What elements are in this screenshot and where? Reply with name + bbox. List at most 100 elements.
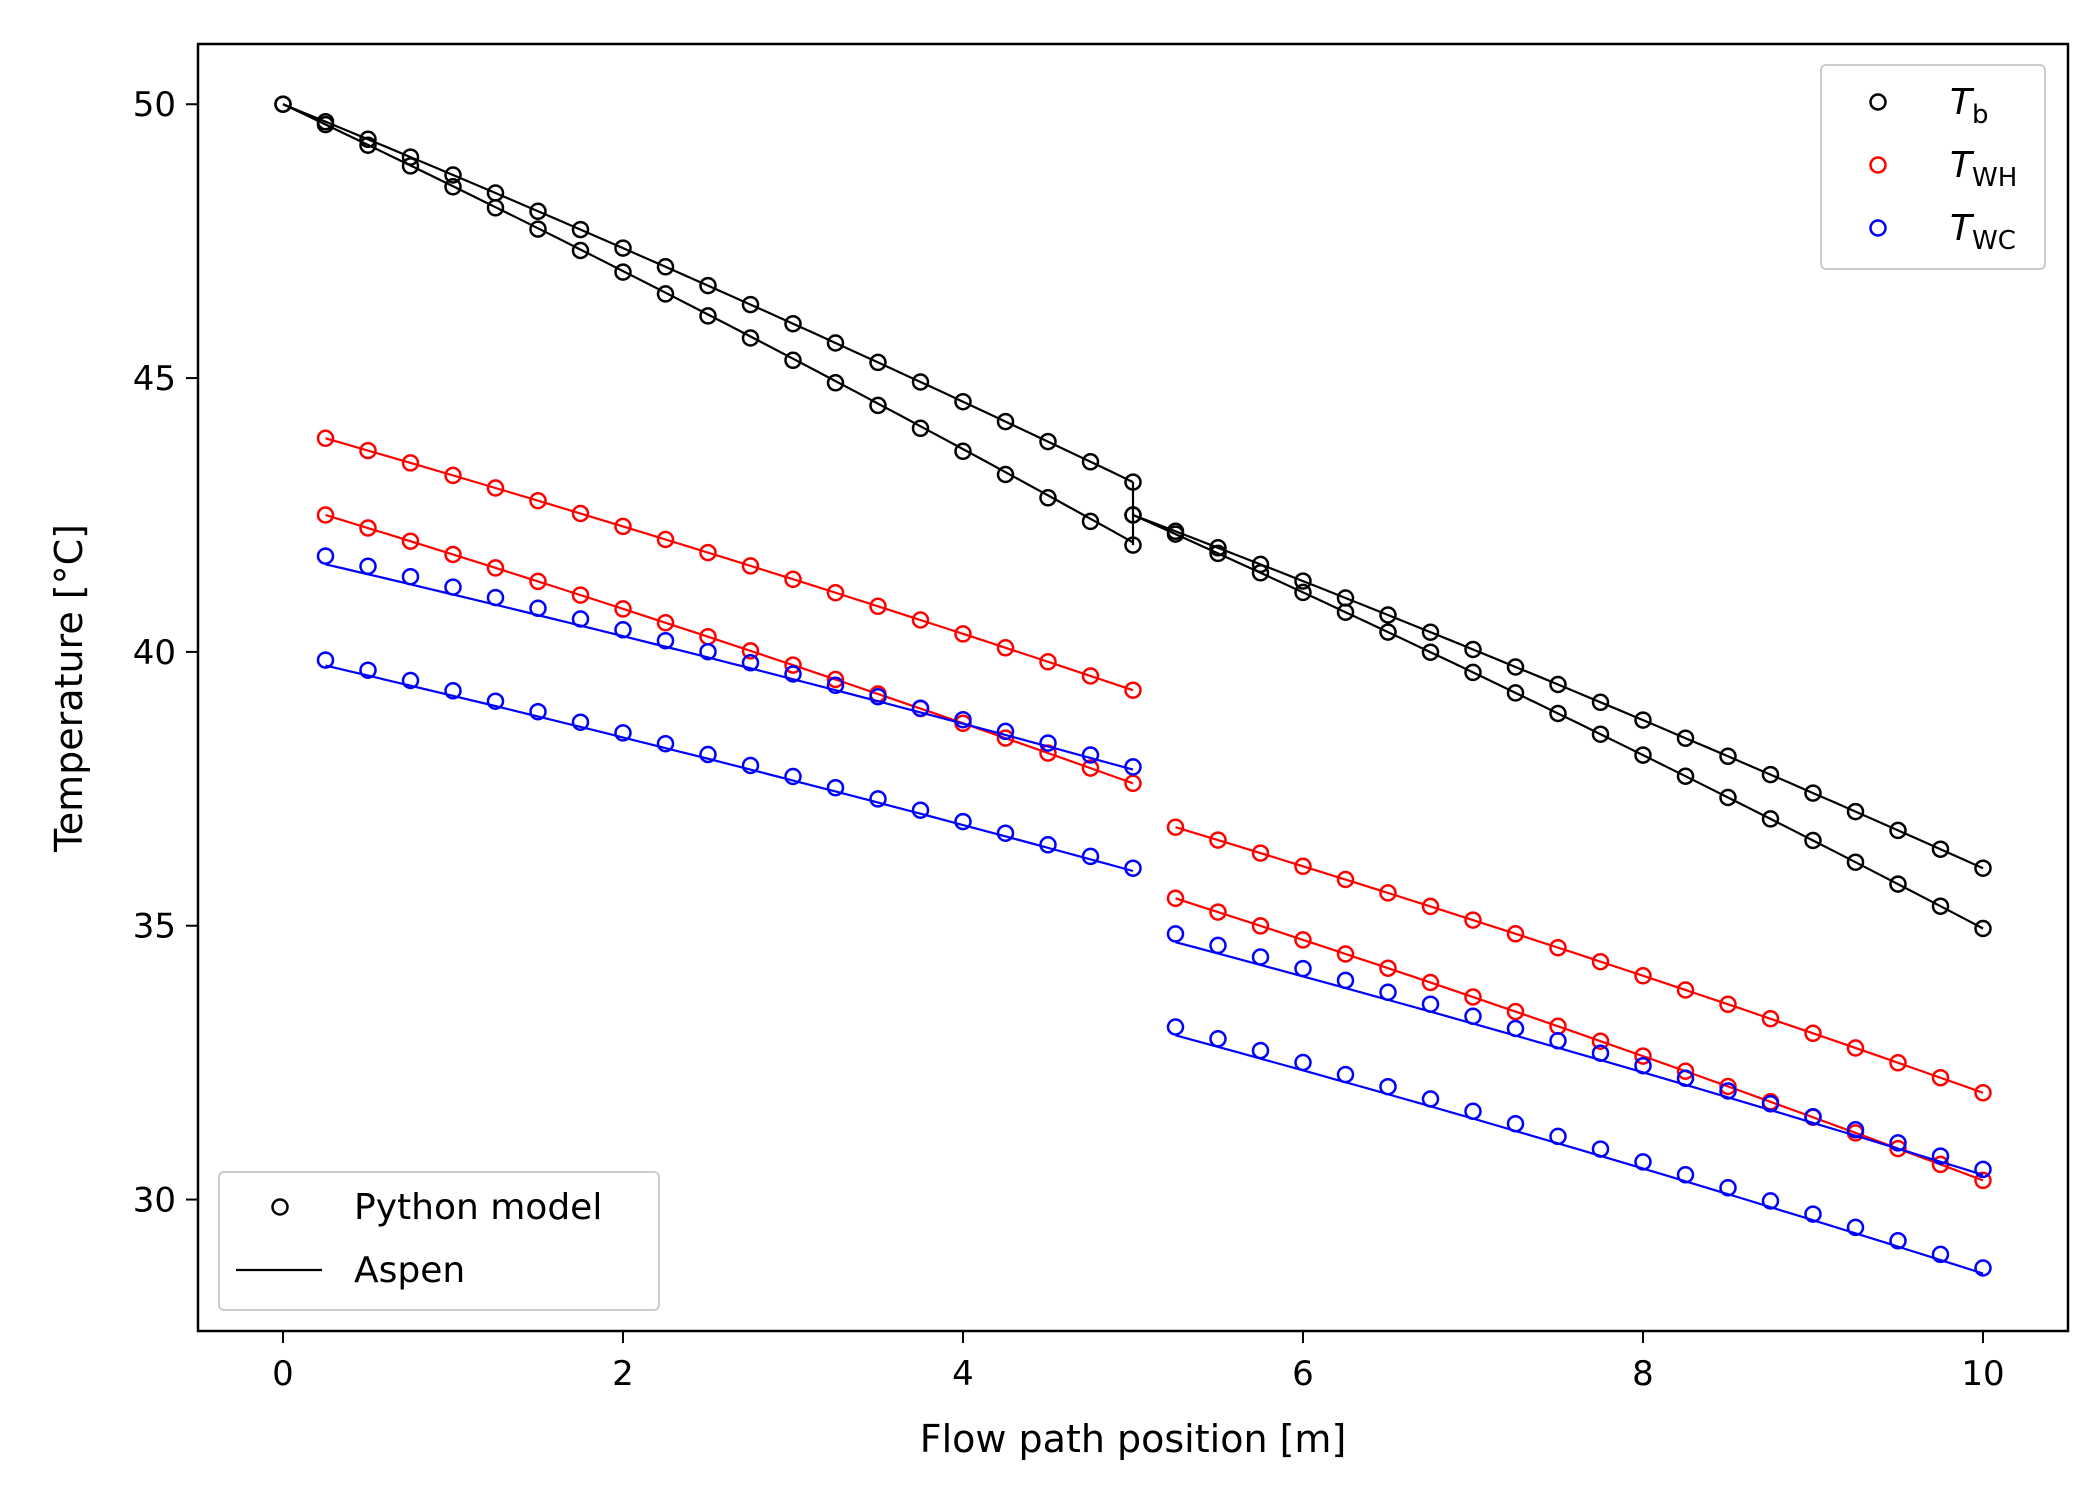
model-point	[1124, 859, 1142, 877]
model-point	[869, 353, 887, 372]
model-point	[1676, 767, 1695, 785]
model-point	[316, 506, 335, 524]
model-point	[401, 671, 420, 690]
y-tick-label: 40	[133, 633, 176, 673]
model-point	[1209, 1030, 1227, 1048]
model-point	[1804, 784, 1822, 802]
model-point	[1464, 1102, 1482, 1121]
model-point	[571, 586, 590, 604]
model-point	[359, 136, 377, 154]
model-point	[1634, 1153, 1652, 1171]
model-point	[1634, 746, 1652, 764]
model-point	[444, 178, 462, 196]
model-point	[699, 276, 717, 295]
model-point	[486, 692, 505, 710]
model-point	[1719, 1179, 1737, 1197]
model-point	[826, 583, 845, 602]
model-point	[826, 374, 845, 392]
model-point	[1379, 1077, 1397, 1096]
model-point	[784, 314, 802, 333]
model-point	[1676, 1069, 1695, 1088]
model-point	[741, 642, 760, 660]
model-point	[614, 263, 632, 281]
model-point	[1166, 889, 1185, 908]
model-point	[1761, 1192, 1780, 1210]
model-point	[1804, 1107, 1822, 1126]
model-point	[911, 611, 930, 629]
model-point	[784, 767, 802, 786]
model-point	[1379, 983, 1397, 1002]
model-point	[656, 285, 675, 303]
model-point	[1506, 1019, 1525, 1038]
model-point	[1974, 919, 1992, 938]
model-point	[1549, 704, 1567, 723]
model-point	[1846, 1218, 1865, 1237]
legend-series-box	[1820, 64, 2046, 270]
model-point	[1974, 1084, 1992, 1102]
model-point	[444, 166, 462, 184]
model-point	[401, 454, 420, 472]
model-point	[784, 656, 802, 674]
model-point	[1421, 623, 1440, 641]
model-point	[1166, 925, 1185, 943]
model-point	[869, 597, 887, 616]
model-point	[1081, 746, 1100, 764]
model-point	[741, 654, 760, 672]
model-point	[1251, 917, 1270, 935]
model-point	[1676, 1062, 1695, 1080]
model-point	[1974, 1259, 1992, 1277]
model-point	[1081, 453, 1100, 471]
model-point	[1804, 831, 1822, 850]
series-twc-8	[316, 547, 1142, 776]
model-point	[1464, 663, 1482, 682]
model-point	[359, 441, 377, 460]
model-point	[1506, 1115, 1525, 1133]
model-point	[571, 241, 590, 260]
model-point	[656, 631, 675, 650]
model-point	[1081, 847, 1100, 866]
model-point	[1336, 971, 1355, 990]
model-point	[1974, 1160, 1992, 1179]
model-point	[486, 559, 505, 577]
series-twc-9	[316, 651, 1142, 877]
model-point	[1124, 758, 1142, 776]
model-point	[1931, 1068, 1950, 1087]
model-point	[1846, 1121, 1865, 1139]
legend-series-label: Tb	[1950, 82, 1989, 130]
model-point	[401, 567, 420, 586]
y-tick-label: 35	[133, 907, 176, 947]
model-point	[1039, 734, 1057, 752]
model-point	[826, 778, 845, 797]
model-point	[1591, 693, 1610, 712]
aspen-line	[282, 103, 1134, 544]
model-point	[741, 756, 760, 775]
legend-marker	[1869, 219, 1887, 237]
model-point	[1209, 936, 1227, 955]
y-axis-label: Temperature [°C]	[47, 524, 91, 853]
model-point	[1719, 1082, 1737, 1100]
model-point	[359, 557, 377, 576]
model-point	[1251, 844, 1270, 862]
legend-series-label: TWH	[1950, 145, 2017, 193]
model-point	[996, 639, 1015, 657]
aspen-line	[1132, 513, 1984, 930]
legend-marker	[1869, 156, 1887, 174]
model-point	[954, 442, 972, 461]
model-point	[954, 392, 972, 411]
model-point	[1974, 859, 1992, 877]
model-point	[699, 642, 717, 661]
model-point	[826, 676, 845, 695]
model-point	[1421, 897, 1440, 916]
model-point	[1336, 945, 1355, 963]
model-point	[1846, 802, 1865, 821]
model-point	[869, 790, 887, 808]
model-point	[1336, 870, 1355, 889]
model-point	[784, 665, 802, 683]
plot-frame	[196, 42, 2070, 1333]
model-point	[1506, 925, 1525, 943]
model-point	[699, 543, 717, 562]
model-point	[1931, 840, 1950, 858]
model-point	[1591, 1032, 1610, 1050]
model-point	[1421, 973, 1440, 992]
